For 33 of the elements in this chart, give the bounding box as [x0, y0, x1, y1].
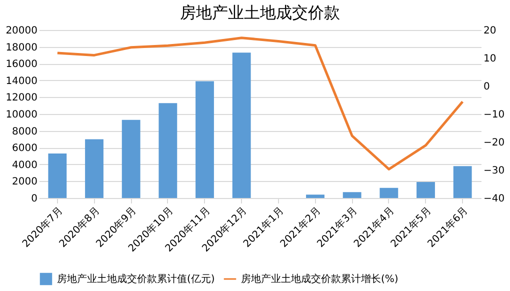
- bar: [196, 81, 214, 198]
- bar: [453, 166, 472, 198]
- y-tick-label: 10000: [6, 110, 38, 120]
- y-tick-label: 20000: [6, 26, 38, 36]
- y2-tick-label: −20: [484, 138, 505, 148]
- line-series: [56, 36, 464, 170]
- bar: [232, 52, 251, 198]
- bar: [416, 182, 435, 198]
- y2-tick-label: 0: [484, 82, 490, 92]
- y-tick-label: 12000: [6, 92, 38, 104]
- y2-tick-label: −10: [484, 110, 505, 120]
- bar: [158, 103, 178, 198]
- y-tick-label: 0: [31, 194, 38, 204]
- y-tick-label: 18000: [6, 42, 38, 54]
- bar: [85, 139, 104, 198]
- y-tick-label: 2000: [12, 176, 38, 188]
- bar: [306, 194, 324, 198]
- y-tick-label: 14000: [6, 76, 38, 87]
- y-tick-label: 8000: [12, 126, 38, 138]
- y2-tick-label: −40: [484, 194, 505, 204]
- bar: [380, 188, 398, 198]
- y2-tick-label: 10: [484, 54, 496, 64]
- bar: [48, 153, 67, 198]
- legend-label: 房地产业土地成交价款累计增长(%): [241, 273, 398, 285]
- y-tick-label: 16000: [6, 59, 38, 70]
- y-tick-label: 4000: [12, 160, 38, 171]
- y2-tick-label: 20: [484, 26, 496, 36]
- bar: [342, 192, 362, 198]
- y-tick-label: 6000: [12, 143, 38, 154]
- chart-title: 房地产业土地成交价款: [180, 3, 340, 22]
- bar: [122, 120, 140, 198]
- legend-label: 房地产业土地成交价款累计值(亿元): [57, 273, 215, 285]
- y2-tick-label: −30: [484, 166, 505, 176]
